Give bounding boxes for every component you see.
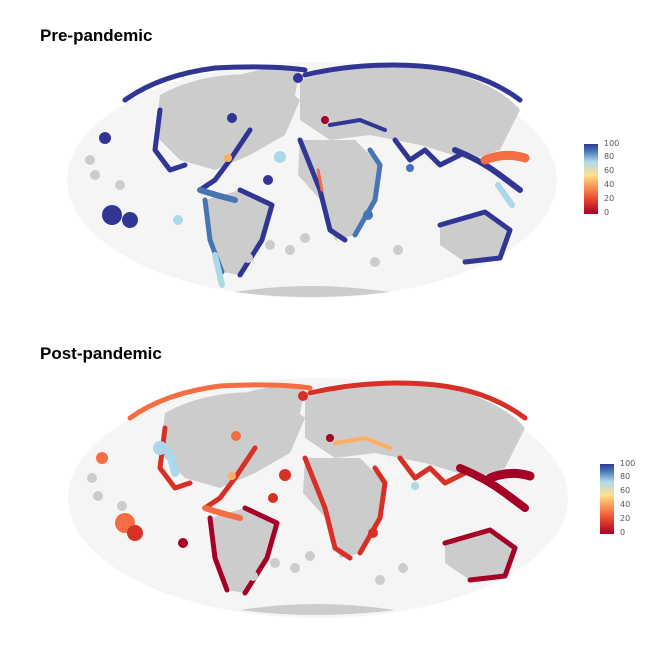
coast-australia xyxy=(437,209,513,265)
land-north-america xyxy=(155,74,300,170)
coast-caribbean xyxy=(197,187,238,203)
legend-tick: 0 xyxy=(604,208,610,217)
land-south-america xyxy=(205,190,272,275)
coast-australia xyxy=(442,527,518,583)
land-antarctica xyxy=(240,604,395,615)
map-pre-pandemic xyxy=(67,62,557,298)
coast-arctic xyxy=(122,64,308,103)
coast-africa-west xyxy=(297,137,348,243)
panel-title-post: Post-pandemic xyxy=(40,344,162,363)
legend-tick: 60 xyxy=(620,486,631,495)
island-points-pre xyxy=(99,73,414,228)
land-eurasia xyxy=(305,383,525,478)
coastal-data-post xyxy=(127,380,535,596)
land-north-america xyxy=(160,392,305,488)
coast-mediterranean xyxy=(333,436,392,450)
coast-north-eurasia xyxy=(307,380,528,421)
legend-tick: 80 xyxy=(604,152,615,161)
legend-tick: 20 xyxy=(604,194,615,203)
coast-africa-west xyxy=(302,455,353,561)
coast-north-eurasia xyxy=(302,62,523,103)
coast-gulf-light xyxy=(166,449,179,477)
coastal-data-pre xyxy=(122,62,530,288)
legend-tick: 100 xyxy=(604,139,620,148)
coast-philippines xyxy=(485,468,535,483)
coast-philippines xyxy=(480,150,530,165)
coast-arctic xyxy=(127,382,313,421)
coast-na-east xyxy=(197,127,253,193)
land-masses xyxy=(155,65,520,297)
legend-tick: 40 xyxy=(604,180,615,189)
island-points-post xyxy=(96,391,419,548)
no-data-points-post xyxy=(87,473,408,585)
coast-na-east xyxy=(202,445,258,511)
land-masses xyxy=(160,383,525,615)
legend-tick: 40 xyxy=(620,500,631,509)
map-post-pandemic xyxy=(68,378,568,618)
coast-sa-west xyxy=(207,515,230,593)
land-australia xyxy=(440,212,510,262)
land-australia xyxy=(445,530,515,580)
land-south-america xyxy=(210,508,277,593)
no-data-points-pre xyxy=(85,155,403,267)
legend-tick: 20 xyxy=(620,514,631,523)
land-greenland xyxy=(245,386,305,416)
legend-colorbar-pre xyxy=(584,144,598,214)
coast-patagonia xyxy=(212,252,225,288)
coast-mediterranean xyxy=(328,118,387,132)
legend-colorbar-post xyxy=(600,464,614,534)
coast-south-asia xyxy=(397,455,468,486)
land-africa xyxy=(298,140,380,240)
panel-title-pre: Pre-pandemic xyxy=(40,26,153,45)
coast-south-asia xyxy=(392,137,463,168)
coast-west-africa-hot xyxy=(316,168,324,192)
coast-png xyxy=(495,182,515,208)
land-africa xyxy=(303,458,385,558)
legend-tick: 100 xyxy=(620,459,636,468)
legend-tick: 0 xyxy=(620,528,626,537)
land-greenland xyxy=(240,68,300,98)
land-eurasia xyxy=(300,65,520,160)
coast-caribbean xyxy=(202,505,243,521)
land-antarctica xyxy=(235,286,390,297)
coast-na-west xyxy=(152,107,188,173)
legend-tick: 80 xyxy=(620,472,631,481)
legend-tick: 60 xyxy=(604,166,615,175)
